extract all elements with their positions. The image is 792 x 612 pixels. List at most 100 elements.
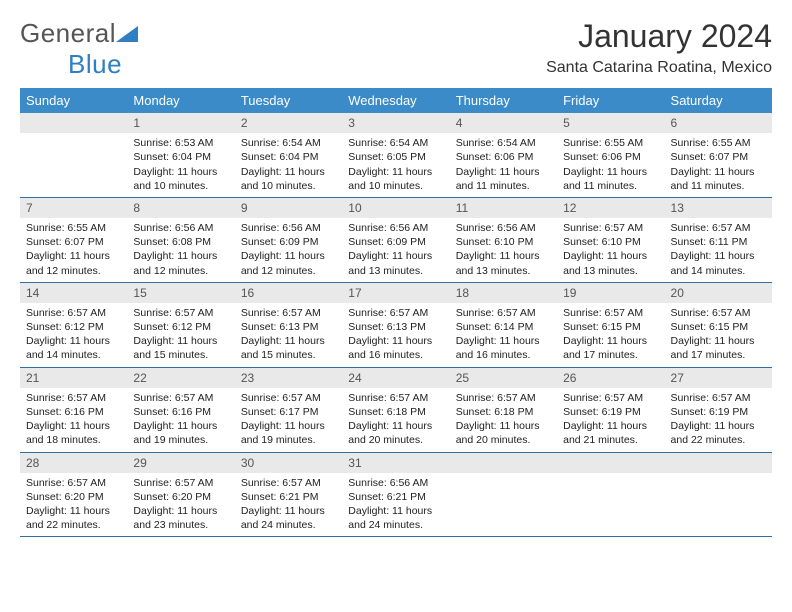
daylight-line: Daylight: 11 hours and 24 minutes. (348, 504, 443, 532)
sunset-line: Sunset: 6:09 PM (241, 235, 336, 249)
sunrise-line: Sunrise: 6:57 AM (241, 391, 336, 405)
daylight-line: Daylight: 11 hours and 13 minutes. (563, 249, 658, 277)
day-number: 29 (127, 453, 234, 473)
day-number: 9 (235, 198, 342, 218)
daylight-line: Daylight: 11 hours and 10 minutes. (348, 165, 443, 193)
day-body: Sunrise: 6:57 AMSunset: 6:18 PMDaylight:… (450, 388, 557, 452)
sunset-line: Sunset: 6:04 PM (133, 150, 228, 164)
sunrise-line: Sunrise: 6:57 AM (348, 306, 443, 320)
day-1: 1Sunrise: 6:53 AMSunset: 6:04 PMDaylight… (127, 113, 234, 197)
sunrise-line: Sunrise: 6:57 AM (671, 306, 766, 320)
day-number: 10 (342, 198, 449, 218)
day-body: Sunrise: 6:57 AMSunset: 6:12 PMDaylight:… (127, 303, 234, 367)
day-number: 11 (450, 198, 557, 218)
day-number: 2 (235, 113, 342, 133)
sunset-line: Sunset: 6:19 PM (563, 405, 658, 419)
daylight-line: Daylight: 11 hours and 13 minutes. (456, 249, 551, 277)
daylight-line: Daylight: 11 hours and 12 minutes. (241, 249, 336, 277)
calendar-body: 1Sunrise: 6:53 AMSunset: 6:04 PMDaylight… (20, 113, 772, 537)
day-15: 15Sunrise: 6:57 AMSunset: 6:12 PMDayligh… (127, 282, 234, 367)
sunrise-line: Sunrise: 6:57 AM (133, 391, 228, 405)
day-21: 21Sunrise: 6:57 AMSunset: 6:16 PMDayligh… (20, 367, 127, 452)
day-body: Sunrise: 6:57 AMSunset: 6:20 PMDaylight:… (20, 473, 127, 537)
day-body: Sunrise: 6:57 AMSunset: 6:19 PMDaylight:… (557, 388, 664, 452)
day-number: 28 (20, 453, 127, 473)
calendar-head: SundayMondayTuesdayWednesdayThursdayFrid… (20, 88, 772, 113)
sunrise-line: Sunrise: 6:57 AM (133, 306, 228, 320)
day-body: Sunrise: 6:57 AMSunset: 6:17 PMDaylight:… (235, 388, 342, 452)
day-body: Sunrise: 6:54 AMSunset: 6:06 PMDaylight:… (450, 133, 557, 197)
sunset-line: Sunset: 6:15 PM (671, 320, 766, 334)
sunrise-line: Sunrise: 6:57 AM (563, 306, 658, 320)
day-number: 30 (235, 453, 342, 473)
day-number: 26 (557, 368, 664, 388)
day-body: Sunrise: 6:55 AMSunset: 6:07 PMDaylight:… (665, 133, 772, 197)
day-number: 14 (20, 283, 127, 303)
sunset-line: Sunset: 6:18 PM (456, 405, 551, 419)
daylight-line: Daylight: 11 hours and 20 minutes. (348, 419, 443, 447)
sunset-line: Sunset: 6:04 PM (241, 150, 336, 164)
weekday-sunday: Sunday (20, 88, 127, 113)
sunset-line: Sunset: 6:06 PM (456, 150, 551, 164)
day-14: 14Sunrise: 6:57 AMSunset: 6:12 PMDayligh… (20, 282, 127, 367)
day-17: 17Sunrise: 6:57 AMSunset: 6:13 PMDayligh… (342, 282, 449, 367)
sunrise-line: Sunrise: 6:56 AM (348, 221, 443, 235)
weekday-tuesday: Tuesday (235, 88, 342, 113)
daylight-line: Daylight: 11 hours and 19 minutes. (241, 419, 336, 447)
day-number: 24 (342, 368, 449, 388)
sunset-line: Sunset: 6:10 PM (563, 235, 658, 249)
sunset-line: Sunset: 6:07 PM (26, 235, 121, 249)
sunrise-line: Sunrise: 6:56 AM (133, 221, 228, 235)
day-16: 16Sunrise: 6:57 AMSunset: 6:13 PMDayligh… (235, 282, 342, 367)
month-title: January 2024 (546, 18, 772, 55)
header-right: January 2024 Santa Catarina Roatina, Mex… (546, 18, 772, 77)
sunrise-line: Sunrise: 6:57 AM (26, 391, 121, 405)
day-27: 27Sunrise: 6:57 AMSunset: 6:19 PMDayligh… (665, 367, 772, 452)
weekday-saturday: Saturday (665, 88, 772, 113)
day-number: 18 (450, 283, 557, 303)
daylight-line: Daylight: 11 hours and 18 minutes. (26, 419, 121, 447)
day-31: 31Sunrise: 6:56 AMSunset: 6:21 PMDayligh… (342, 452, 449, 537)
day-body: Sunrise: 6:57 AMSunset: 6:15 PMDaylight:… (557, 303, 664, 367)
brand-part2: Blue (68, 49, 122, 79)
daylight-line: Daylight: 11 hours and 11 minutes. (563, 165, 658, 193)
day-body: Sunrise: 6:57 AMSunset: 6:16 PMDaylight:… (20, 388, 127, 452)
daylight-line: Daylight: 11 hours and 12 minutes. (133, 249, 228, 277)
day-body: Sunrise: 6:57 AMSunset: 6:18 PMDaylight:… (342, 388, 449, 452)
daylight-line: Daylight: 11 hours and 15 minutes. (241, 334, 336, 362)
day-body: Sunrise: 6:57 AMSunset: 6:21 PMDaylight:… (235, 473, 342, 537)
calendar-row: 14Sunrise: 6:57 AMSunset: 6:12 PMDayligh… (20, 282, 772, 367)
calendar-table: SundayMondayTuesdayWednesdayThursdayFrid… (20, 88, 772, 537)
weekday-monday: Monday (127, 88, 234, 113)
day-body: Sunrise: 6:57 AMSunset: 6:16 PMDaylight:… (127, 388, 234, 452)
day-30: 30Sunrise: 6:57 AMSunset: 6:21 PMDayligh… (235, 452, 342, 537)
day-12: 12Sunrise: 6:57 AMSunset: 6:10 PMDayligh… (557, 197, 664, 282)
daylight-line: Daylight: 11 hours and 23 minutes. (133, 504, 228, 532)
day-number: 7 (20, 198, 127, 218)
day-body: Sunrise: 6:57 AMSunset: 6:10 PMDaylight:… (557, 218, 664, 282)
sunset-line: Sunset: 6:21 PM (348, 490, 443, 504)
sunset-line: Sunset: 6:10 PM (456, 235, 551, 249)
sunrise-line: Sunrise: 6:57 AM (456, 306, 551, 320)
day-body: Sunrise: 6:56 AMSunset: 6:09 PMDaylight:… (342, 218, 449, 282)
sunset-line: Sunset: 6:07 PM (671, 150, 766, 164)
day-3: 3Sunrise: 6:54 AMSunset: 6:05 PMDaylight… (342, 113, 449, 197)
sunset-line: Sunset: 6:21 PM (241, 490, 336, 504)
brand-text: General Blue (20, 18, 138, 80)
calendar-row: 1Sunrise: 6:53 AMSunset: 6:04 PMDaylight… (20, 113, 772, 197)
day-13: 13Sunrise: 6:57 AMSunset: 6:11 PMDayligh… (665, 197, 772, 282)
sunrise-line: Sunrise: 6:57 AM (348, 391, 443, 405)
sunrise-line: Sunrise: 6:57 AM (563, 221, 658, 235)
day-number: 15 (127, 283, 234, 303)
sunrise-line: Sunrise: 6:56 AM (241, 221, 336, 235)
sunset-line: Sunset: 6:14 PM (456, 320, 551, 334)
day-number: 23 (235, 368, 342, 388)
triangle-icon (116, 26, 138, 42)
day-body: Sunrise: 6:56 AMSunset: 6:09 PMDaylight:… (235, 218, 342, 282)
day-body: Sunrise: 6:53 AMSunset: 6:04 PMDaylight:… (127, 133, 234, 197)
day-6: 6Sunrise: 6:55 AMSunset: 6:07 PMDaylight… (665, 113, 772, 197)
brand-part1: General (20, 18, 116, 48)
day-number: 25 (450, 368, 557, 388)
daylight-line: Daylight: 11 hours and 12 minutes. (26, 249, 121, 277)
day-number: 13 (665, 198, 772, 218)
